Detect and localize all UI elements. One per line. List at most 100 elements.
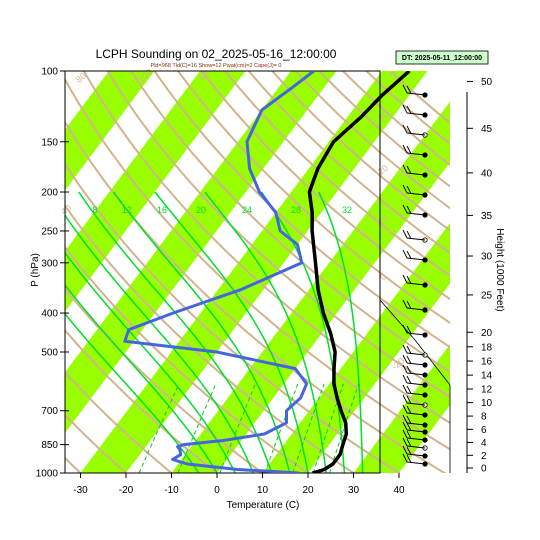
height-tick-label: 20 xyxy=(481,328,493,339)
wind-barb-flag xyxy=(406,405,412,414)
moist-adiabat xyxy=(65,312,200,473)
wind-barb-flag xyxy=(402,404,408,414)
wind-barb-shaft xyxy=(406,212,426,216)
height-tick-label: 6 xyxy=(481,425,487,436)
wind-barb-flag xyxy=(406,375,412,384)
wind-barb-flag xyxy=(402,421,408,431)
moist-adiabat xyxy=(65,283,218,473)
temperature-tick-label: 40 xyxy=(393,485,405,496)
dry-adiabat xyxy=(153,71,450,349)
wind-barb-flag xyxy=(402,299,408,309)
wind-barb-shaft xyxy=(406,352,426,356)
mixing-ratio-lines xyxy=(138,383,360,473)
temperature-profile xyxy=(307,71,411,473)
wind-barb-shaft xyxy=(406,257,426,261)
pressure-tick-label: 500 xyxy=(41,347,58,358)
height-tick-label: 25 xyxy=(481,290,493,301)
wind-barb-flag xyxy=(406,385,412,394)
dewpoint-profile xyxy=(123,71,315,473)
wind-barb-shaft xyxy=(406,237,426,241)
height-tick-label: 35 xyxy=(481,211,493,222)
moist-adiabat-label: 24 xyxy=(242,205,252,215)
moist-adiabat-label: 32 xyxy=(342,205,352,215)
wind-barb-flag xyxy=(406,165,412,174)
mixing-ratio-line xyxy=(177,383,217,473)
dt-label: DT: 2025-05-11_12:00:00 xyxy=(402,55,482,62)
height-tick-label: 45 xyxy=(481,124,493,135)
moist-adiabat xyxy=(318,191,364,473)
moist-adiabat-label: 12 xyxy=(122,205,132,215)
height-tick-label: 30 xyxy=(481,252,493,263)
isotherm-band xyxy=(65,71,246,312)
wind-barb-flag xyxy=(406,185,412,194)
wind-barb-flag xyxy=(402,364,408,374)
wind-barb-flag xyxy=(402,429,408,439)
height-tick-label: 14 xyxy=(481,371,493,382)
dry-adiabat xyxy=(65,413,128,473)
wind-barb-flag xyxy=(406,250,412,259)
wind-barb-flag xyxy=(402,84,408,94)
moist-adiabat-label: 8 xyxy=(92,205,97,215)
wind-barb-shaft xyxy=(406,392,426,396)
height-tick-label: 50 xyxy=(481,77,493,88)
pressure-tick-label: 400 xyxy=(41,309,58,320)
height-tick-label: 12 xyxy=(481,384,493,395)
wind-barb-flag xyxy=(406,454,412,463)
wind-barb-flag xyxy=(406,345,412,354)
wind-barb-flag xyxy=(402,394,408,404)
wind-barb-flag xyxy=(406,230,412,239)
moist-adiabat xyxy=(65,251,236,473)
wind-barb-flag xyxy=(402,184,408,194)
wind-barb-flag xyxy=(406,422,412,431)
dry-adiabat xyxy=(82,71,450,425)
wind-barb-shaft xyxy=(406,382,426,386)
moist-adiabat xyxy=(154,191,309,473)
wind-barb-flag xyxy=(406,415,412,424)
dry-adiabat xyxy=(365,71,450,146)
wind-barb-flag xyxy=(406,275,412,284)
moist-adiabat-label: 28 xyxy=(291,205,301,215)
wind-barb-flag xyxy=(406,105,412,114)
wind-barb-flag xyxy=(402,204,408,214)
moist-adiabat xyxy=(65,214,255,473)
wind-barb-flag xyxy=(406,125,412,134)
wind-barb-flag xyxy=(402,384,408,394)
chart-title: LCPH Sounding on 02_2025-05-16_12:00:00 xyxy=(96,47,337,61)
height-tick-label: 18 xyxy=(481,342,493,353)
wind-barb-shaft xyxy=(406,372,426,376)
dry-adiabat xyxy=(200,71,450,301)
wind-barb-flag xyxy=(406,446,412,455)
wind-barb-flag xyxy=(406,355,412,364)
moist-adiabat xyxy=(112,191,291,473)
temperature-tick-label: -10 xyxy=(164,485,179,496)
wind-barb-shaft xyxy=(406,282,426,286)
wind-barb-flag xyxy=(406,395,412,404)
wind-barb-flag xyxy=(402,144,408,154)
wind-barb-shaft xyxy=(406,112,426,116)
wind-barb-shaft xyxy=(406,192,426,196)
wind-barb-shaft xyxy=(406,429,426,433)
moist-adiabat xyxy=(78,191,273,473)
dt-label-box xyxy=(395,50,489,65)
wind-barb-shaft xyxy=(406,332,426,336)
height-axis-title: Height (1000 Feet) xyxy=(494,228,505,311)
height-tick-label: 40 xyxy=(481,168,493,179)
wind-barb-flag xyxy=(402,354,408,364)
pressure-tick-label: 850 xyxy=(41,440,58,451)
dry-adiabat xyxy=(130,71,450,374)
wind-barb-flag xyxy=(402,164,408,174)
pressure-tick-label: 100 xyxy=(41,67,58,78)
isotherm-band xyxy=(65,71,155,191)
height-tick-label: 10 xyxy=(481,398,493,409)
wind-barb-flag xyxy=(406,300,412,309)
wind-barb-flag xyxy=(402,445,408,455)
wind-barb-flag xyxy=(402,124,408,134)
dry-adiabat xyxy=(65,287,265,473)
pressure-tick-label: 700 xyxy=(41,406,58,417)
wind-barb-shaft xyxy=(406,152,426,156)
moist-adiabat-label: 16 xyxy=(157,205,167,215)
y-axis-title: P (hPa) xyxy=(30,253,41,287)
wind-barb-flag xyxy=(402,374,408,384)
